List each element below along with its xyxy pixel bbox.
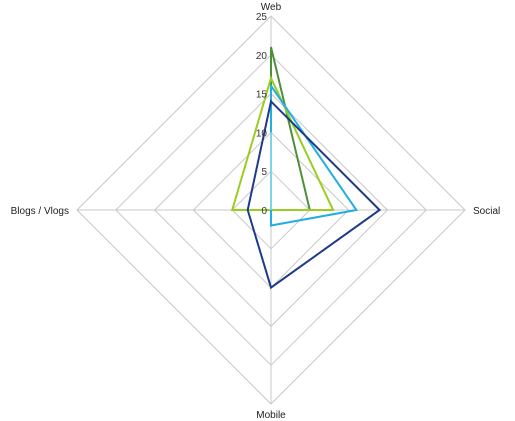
tick-label-15: 15: [256, 90, 268, 101]
category-labels: Web Social Mobile Blogs / Vlogs: [11, 2, 501, 421]
series-line-0: [270, 46, 312, 211]
category-label-mobile: Mobile: [256, 410, 286, 421]
tick-label-25: 25: [256, 12, 268, 23]
radial-tick-labels: 0 5 10 15 20 25: [256, 12, 268, 217]
tick-label-5: 5: [261, 167, 267, 178]
category-label-web: Web: [261, 2, 282, 13]
tick-label-10: 10: [256, 128, 268, 139]
tick-label-0: 0: [261, 206, 267, 217]
category-label-blogs-vlogs: Blogs / Vlogs: [11, 206, 69, 217]
radar-series: [230, 46, 382, 290]
category-label-social: Social: [473, 206, 500, 217]
tick-label-20: 20: [256, 51, 268, 62]
series-line-3: [246, 99, 382, 290]
